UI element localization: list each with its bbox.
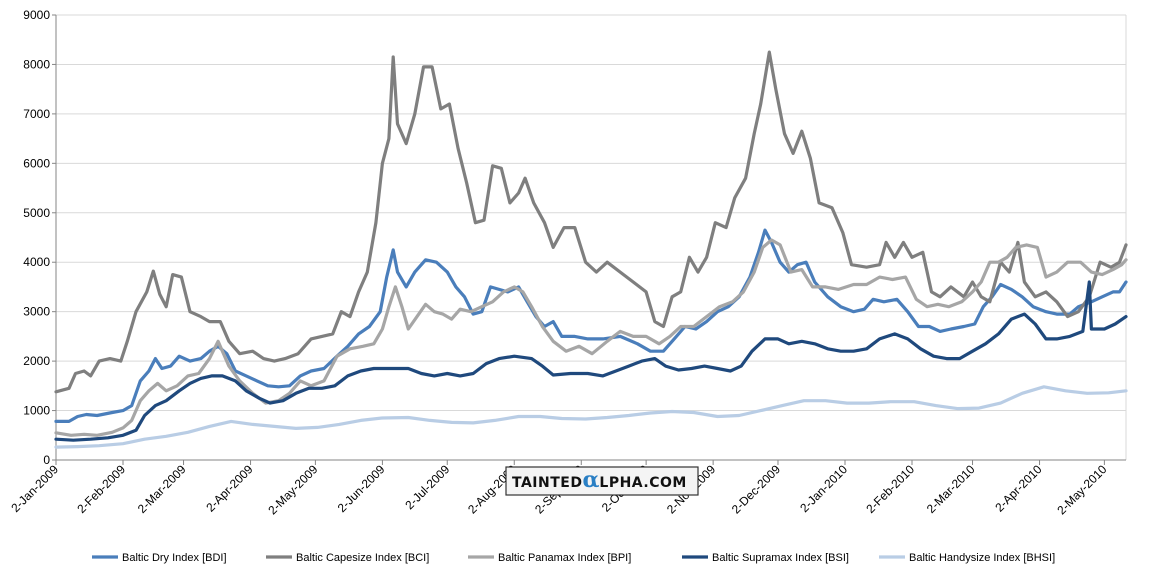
y-tick-label: 7000: [23, 107, 50, 121]
watermark-box: [505, 466, 699, 496]
x-tick-label: 2-Jun-2009: [335, 462, 388, 515]
series-line-bci: [54, 50, 1128, 394]
series-line-bdi: [54, 228, 1128, 423]
legend: Baltic Dry Index [BDI] Baltic Capesize In…: [92, 552, 1055, 564]
x-tick-label: 2-Jan-2009: [8, 462, 61, 515]
y-tick-label: 0: [43, 453, 50, 467]
series-line-bsi: [54, 280, 1128, 442]
x-tick-label: 2-Mar-2009: [135, 462, 189, 516]
x-tick-label: 2-Mar-2010: [924, 462, 978, 516]
legend-label-bdi: Baltic Dry Index [BDI]: [122, 552, 227, 564]
y-tick-label: 2000: [23, 354, 50, 368]
y-tick-label: 9000: [23, 8, 50, 22]
x-tick-label: 2-Dec-2009: [729, 462, 783, 516]
x-tick-label: 2-Feb-2009: [74, 462, 128, 516]
watermark: TAINTEDαLPHA.COM: [505, 466, 699, 496]
watermark-suffix: LPHA.COM: [599, 475, 686, 491]
y-tick-label: 8000: [23, 57, 50, 71]
y-tick-label: 6000: [23, 156, 50, 170]
series-layer: [54, 50, 1128, 449]
x-tick-label: 2-Apr-2010: [992, 462, 1045, 515]
watermark-prefix: TAINTED: [512, 475, 582, 491]
series-line-bpi: [54, 238, 1128, 437]
y-tick-label: 1000: [23, 404, 50, 418]
x-tick-label: 2-Feb-2010: [863, 462, 917, 516]
series-line-bhsi: [54, 385, 1128, 449]
x-tick-label: 2-May-2009: [265, 462, 320, 517]
y-tick-label: 4000: [23, 255, 50, 269]
gridlines: [56, 14, 1127, 460]
legend-label-bhsi: Baltic Handysize Index [BHSI]: [909, 552, 1055, 564]
y-axis: 0 1000 2000 3000 4000 5000 6000 7000 8000 9000: [23, 8, 57, 467]
x-tick-label: 2-Jan-2010: [797, 462, 850, 515]
y-tick-label: 5000: [23, 206, 50, 220]
x-tick-label: 2-Apr-2009: [203, 462, 256, 515]
legend-label-bci: Baltic Capesize Index [BCI]: [296, 552, 429, 564]
y-tick-label: 3000: [23, 305, 50, 319]
x-tick-label: 2-May-2010: [1054, 462, 1109, 517]
legend-label-bpi: Baltic Panamax Index [BPI]: [498, 552, 631, 564]
watermark-text: TAINTEDαLPHA.COM: [512, 467, 687, 493]
x-tick-label: 2-Jul-2009: [402, 462, 452, 512]
watermark-alpha: α: [582, 467, 599, 493]
legend-label-bsi: Baltic Supramax Index [BSI]: [712, 552, 849, 564]
